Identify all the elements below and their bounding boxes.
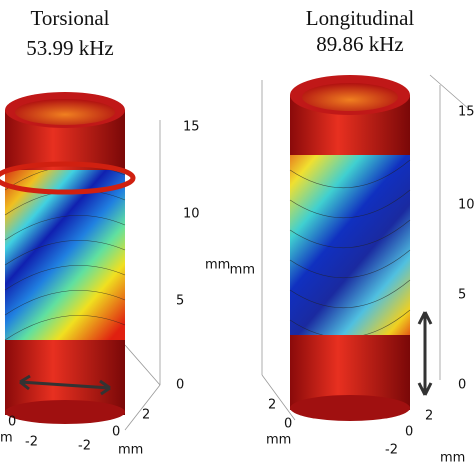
z-unit: mm <box>230 263 255 278</box>
x-unit: mm <box>440 451 465 466</box>
y-tick: 2 <box>268 398 276 413</box>
x-unit: mm <box>118 443 143 458</box>
z-tick: 0 <box>458 378 466 393</box>
longitudinal-arrow <box>417 311 433 396</box>
x-tick: 2 <box>142 408 150 423</box>
top-hole <box>302 83 398 111</box>
z-tick: 15 <box>183 120 200 135</box>
ring <box>0 161 136 195</box>
x-tick: -2 <box>78 439 91 454</box>
frequency: 89.86 kHz <box>316 32 404 56</box>
x-tick: 0 <box>112 425 120 440</box>
mode-title: Longitudinal <box>306 6 415 30</box>
longitudinal-panel: Longitudinal 89.86 kHz 15 10 5 0 mm 2 0 … <box>230 6 474 466</box>
y-tick: -2 <box>25 435 38 450</box>
mode-title: Torsional <box>30 6 109 30</box>
base <box>290 395 410 421</box>
frequency: 53.99 kHz <box>26 36 114 60</box>
z-tick: 5 <box>176 294 184 309</box>
y-unit: m <box>0 431 13 446</box>
top-hole <box>15 99 115 125</box>
x-tick: 2 <box>425 409 433 424</box>
torsion-arrow <box>19 374 111 396</box>
x-tick: 0 <box>405 425 413 440</box>
y-tick: 0 <box>8 415 16 430</box>
z-tick: 5 <box>458 288 466 303</box>
z-tick: 10 <box>183 207 200 222</box>
z-tick: 15 <box>458 105 474 120</box>
z-tick: 10 <box>458 198 474 213</box>
x-tick: -2 <box>385 443 398 458</box>
torsional-panel: Torsional 53.99 kHz 15 10 5 0 mm 2 0 -2 … <box>0 6 230 458</box>
axes-frame <box>261 74 471 421</box>
base <box>5 400 125 424</box>
z-tick: 0 <box>176 378 184 393</box>
z-unit: mm <box>205 258 230 273</box>
y-tick: 0 <box>284 417 292 432</box>
y-unit: mm <box>266 433 291 448</box>
axes-frame <box>124 120 161 431</box>
